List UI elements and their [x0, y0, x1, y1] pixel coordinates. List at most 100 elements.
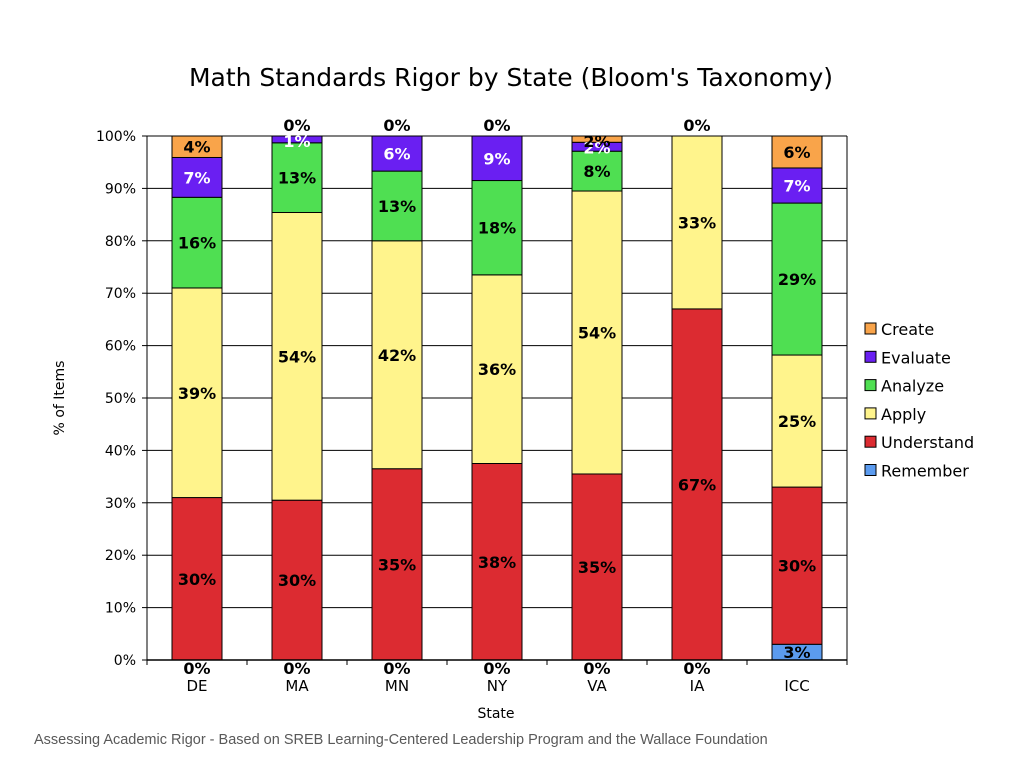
data-label-analyze-ny: 18% — [478, 219, 516, 238]
data-label-understand-ma: 30% — [278, 571, 316, 590]
y-tick-label: 50% — [105, 391, 136, 407]
y-tick-label: 30% — [105, 496, 136, 512]
bar-segment-analyze-de — [171, 196, 223, 289]
bar-segment-evaluate-icc — [771, 167, 823, 204]
data-label-remember-icc: 3% — [783, 643, 810, 662]
y-tick-label: 80% — [105, 234, 136, 250]
legend-swatch-create — [864, 322, 877, 335]
data-label-create-de: 4% — [183, 138, 210, 157]
data-label-remember-va: 0% — [583, 659, 610, 678]
bar-segment-evaluate-ma — [271, 135, 323, 144]
bar-segment-analyze-va — [571, 150, 623, 192]
data-label-apply-va: 54% — [578, 324, 616, 343]
x-tick-label: ICC — [784, 677, 809, 695]
data-label-analyze-mn: 13% — [378, 197, 416, 216]
y-tick-label: 40% — [105, 443, 136, 459]
legend-swatch-understand — [864, 435, 877, 448]
bar-segment-apply-ia — [671, 135, 723, 310]
data-label-create-icc: 6% — [783, 143, 810, 162]
data-label-understand-icc: 30% — [778, 557, 816, 576]
bar-segment-analyze-ny — [471, 180, 523, 276]
data-label-remember-ma: 0% — [283, 659, 310, 678]
x-tick-label: MA — [285, 677, 309, 695]
data-label-apply-ma: 54% — [278, 347, 316, 366]
x-tick-label: MN — [385, 677, 409, 695]
x-axis-categories: DE MA MN NY VA IA ICC — [186, 677, 809, 695]
data-label-analyze-de: 16% — [178, 234, 216, 253]
legend-label-understand: Understand — [881, 433, 974, 452]
data-label-understand-ny: 38% — [478, 553, 516, 572]
y-tick-label: 20% — [105, 548, 136, 564]
y-tick-label: 90% — [105, 181, 136, 197]
footer-text: Assessing Academic Rigor - Based on SREB… — [34, 732, 768, 748]
bar-segment-evaluate-mn — [371, 135, 423, 172]
data-label-understand-de: 30% — [178, 570, 216, 589]
y-axis-title: % of Items — [52, 361, 68, 436]
data-label-create-va: 2% — [583, 132, 610, 151]
bar-segment-understand-ny — [471, 463, 523, 661]
bar-segment-apply-mn — [371, 240, 423, 470]
bars — [171, 135, 823, 661]
bar-segment-evaluate-ny — [471, 135, 523, 182]
y-tick-label: 70% — [105, 286, 136, 302]
x-tick-label: DE — [186, 677, 207, 695]
x-axis-title: State — [477, 706, 514, 722]
data-label-evaluate-ny: 9% — [483, 149, 510, 168]
y-tick-label: 100% — [96, 129, 136, 145]
data-label-evaluate-mn: 6% — [383, 145, 410, 164]
data-label-remember-de: 0% — [183, 659, 210, 678]
x-tick-label: VA — [587, 677, 607, 695]
bar-segment-create-de — [171, 135, 223, 158]
data-label-evaluate-de: 7% — [183, 168, 210, 187]
data-label-analyze-va: 8% — [583, 162, 610, 181]
bar-segment-analyze-mn — [371, 170, 423, 242]
segment-labels: 0%30%39%16%7%4%0%30%54%13%1%0%0%35%42%13… — [178, 116, 816, 678]
bar-segment-understand-mn — [371, 468, 423, 661]
bar-segment-understand-va — [571, 473, 623, 661]
chart-title: Math Standards Rigor by State (Bloom's T… — [189, 63, 833, 92]
x-tick-label: NY — [487, 677, 508, 695]
legend-swatch-remember — [864, 464, 877, 476]
data-label-remember-ny: 0% — [483, 659, 510, 678]
data-label-evaluate-ma: 1% — [283, 132, 310, 151]
y-tick-label: 10% — [105, 601, 136, 617]
data-label-understand-mn: 35% — [378, 555, 416, 574]
legend-label-apply: Apply — [881, 405, 926, 424]
x-tick-label: IA — [690, 677, 705, 695]
y-tick-label: 60% — [105, 339, 136, 355]
legend-swatch-evaluate — [864, 350, 877, 363]
data-label-evaluate-va: 2% — [583, 138, 610, 157]
legend-label-evaluate: Evaluate — [881, 348, 951, 367]
legend-swatch-apply — [864, 407, 877, 420]
data-label-analyze-icc: 29% — [778, 270, 816, 289]
data-label-apply-mn: 42% — [378, 346, 416, 365]
data-label-create-mn: 0% — [383, 116, 410, 135]
data-label-apply-ia: 33% — [678, 213, 716, 232]
data-label-understand-va: 35% — [578, 558, 616, 577]
legend: Create Evaluate Analyze Apply Understand Reme… — [864, 320, 974, 481]
data-label-apply-icc: 25% — [778, 412, 816, 431]
legend-label-remember: Remember — [881, 462, 969, 481]
y-axis-ticks: 0% 10% 20% 30% 40% 50% 60% 70% 80% 90% 100% — [96, 129, 147, 669]
legend-swatch-analyze — [864, 379, 877, 392]
bar-segment-apply-icc — [771, 354, 823, 488]
axes — [146, 136, 848, 665]
bar-segment-analyze-icc — [771, 202, 823, 356]
data-label-understand-ia: 67% — [678, 475, 716, 494]
bar-segment-create-icc — [771, 135, 823, 169]
bar-segment-analyze-ma — [271, 142, 323, 214]
data-label-remember-mn: 0% — [383, 659, 410, 678]
data-label-create-ma: 0% — [283, 116, 310, 135]
data-label-remember-ia: 0% — [683, 659, 710, 678]
legend-label-analyze: Analyze — [881, 377, 944, 396]
y-tick-label: 0% — [114, 653, 136, 669]
bar-segment-understand-ia — [671, 308, 723, 661]
bar-segment-apply-de — [171, 287, 223, 499]
bar-segment-apply-ny — [471, 274, 523, 464]
bar-segment-create-va — [571, 135, 623, 143]
data-label-analyze-ma: 13% — [278, 169, 316, 188]
bar-segment-apply-va — [571, 190, 623, 475]
data-label-apply-ny: 36% — [478, 360, 516, 379]
data-label-apply-de: 39% — [178, 384, 216, 403]
